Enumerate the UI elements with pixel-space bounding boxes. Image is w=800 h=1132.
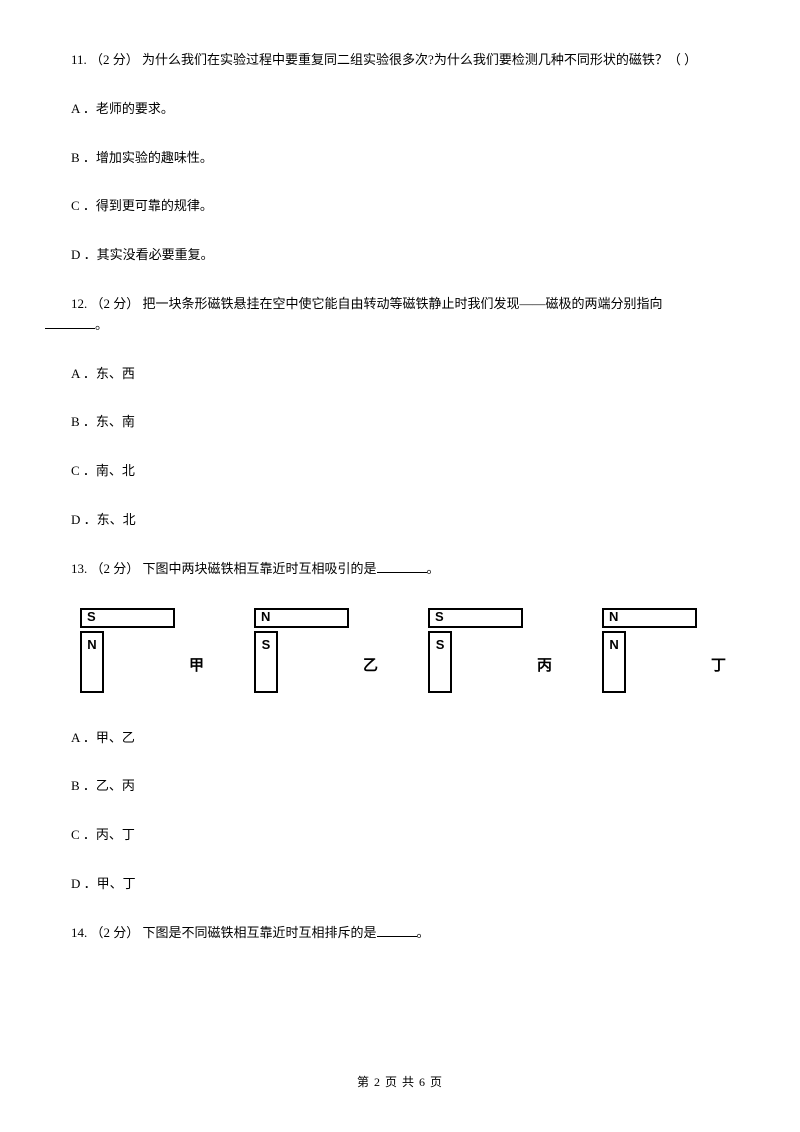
- label-4: 丁: [711, 654, 726, 678]
- q12-option-d: D ．东、北: [45, 510, 755, 531]
- q11-text: 为什么我们在实验过程中要重复同二组实验很多次?为什么我们要检测几种不同形状的磁铁…: [142, 52, 697, 67]
- magnet-pair-1: S N: [80, 608, 175, 693]
- label-3: 丙: [537, 654, 552, 678]
- q12-option-b: B ．东、南: [45, 412, 755, 433]
- magnet-pair-3: S S: [428, 608, 523, 693]
- q13-option-c: C ．丙、丁: [45, 825, 755, 846]
- page-footer: 第 2 页 共 6 页: [0, 1073, 800, 1092]
- q13-text: 下图中两块磁铁相互靠近时互相吸引的是: [143, 561, 377, 576]
- q12-tail: 。: [95, 317, 108, 332]
- q11-option-b: B ．增加实验的趣味性。: [45, 148, 755, 169]
- q13-option-a: A ．甲、乙: [45, 728, 755, 749]
- label-1: 甲: [189, 654, 204, 678]
- q13-points: （2 分）: [91, 561, 140, 576]
- h-magnet-1: S: [80, 608, 175, 628]
- magnet-diagram: S N 甲 N S 乙 S S 丙 N N 丁: [80, 608, 755, 693]
- q11-points: （2 分）: [90, 52, 139, 67]
- q14-blank: [377, 924, 417, 937]
- q11-number: 11.: [71, 52, 87, 67]
- h-magnet-4: N: [602, 608, 697, 628]
- question-12: 12. （2 分） 把一块条形磁铁悬挂在空中使它能自由转动等磁铁静止时我们发现—…: [45, 294, 755, 336]
- q12-option-c: C ．南、北: [45, 461, 755, 482]
- q14-text: 下图是不同磁铁相互靠近时互相排斥的是: [143, 925, 377, 940]
- q13-number: 13.: [71, 561, 87, 576]
- q13-option-d: D ．甲、丁: [45, 874, 755, 895]
- h-magnet-2: N: [254, 608, 349, 628]
- q14-number: 14.: [71, 925, 87, 940]
- q13-blank: [377, 560, 427, 573]
- magnet-group-3: S S 丙: [428, 608, 552, 693]
- q11-option-a: A ．老师的要求。: [45, 99, 755, 120]
- q12-points: （2 分）: [91, 296, 140, 311]
- q14-points: （2 分）: [91, 925, 140, 940]
- magnet-group-1: S N 甲: [80, 608, 204, 693]
- q12-option-a: A ．东、西: [45, 364, 755, 385]
- question-14: 14. （2 分） 下图是不同磁铁相互靠近时互相排斥的是 。: [45, 923, 755, 944]
- q12-number: 12.: [71, 296, 87, 311]
- q14-tail: 。: [417, 925, 430, 940]
- q12-blank: [45, 316, 95, 329]
- question-11: 11. （2 分） 为什么我们在实验过程中要重复同二组实验很多次?为什么我们要检…: [45, 50, 755, 71]
- q11-option-c: C ．得到更可靠的规律。: [45, 196, 755, 217]
- v-magnet-2: S: [254, 631, 278, 693]
- h-magnet-3: S: [428, 608, 523, 628]
- magnet-pair-2: N S: [254, 608, 349, 693]
- q13-tail: 。: [427, 561, 440, 576]
- q11-option-d: D ．其实没看必要重复。: [45, 245, 755, 266]
- q13-option-b: B ．乙、丙: [45, 776, 755, 797]
- q12-text: 把一块条形磁铁悬挂在空中使它能自由转动等磁铁静止时我们发现——磁极的两端分别指向: [143, 296, 663, 311]
- magnet-pair-4: N N: [602, 608, 697, 693]
- label-2: 乙: [363, 654, 378, 678]
- question-13: 13. （2 分） 下图中两块磁铁相互靠近时互相吸引的是 。: [45, 559, 755, 580]
- v-magnet-4: N: [602, 631, 626, 693]
- magnet-group-4: N N 丁: [602, 608, 726, 693]
- v-magnet-1: N: [80, 631, 104, 693]
- magnet-group-2: N S 乙: [254, 608, 378, 693]
- v-magnet-3: S: [428, 631, 452, 693]
